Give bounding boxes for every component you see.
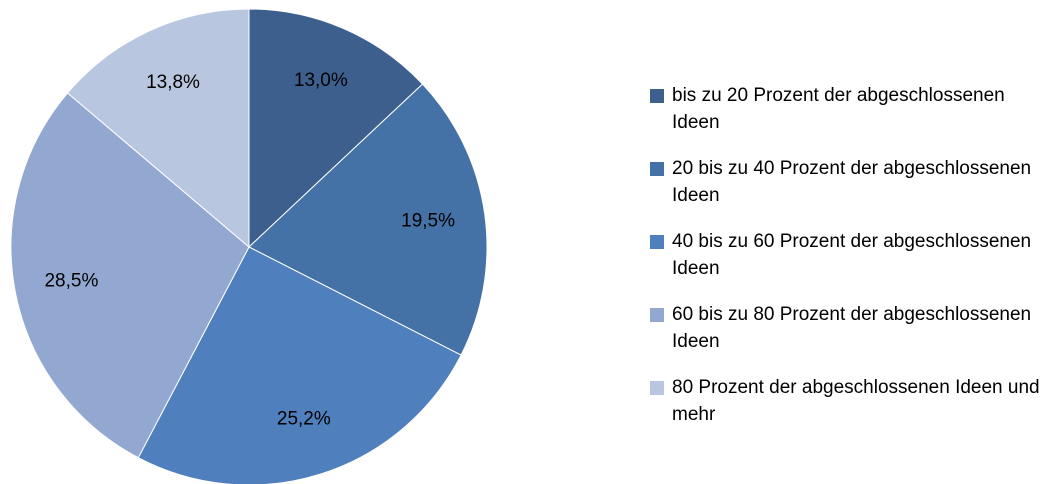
data-label: 13,8% bbox=[146, 72, 200, 93]
legend-item: 80 Prozent der abgeschlossenen Ideen und… bbox=[650, 374, 1044, 447]
legend-label: 20 bis zu 40 Prozent der abgeschlossenen… bbox=[672, 158, 1032, 206]
legend-swatch bbox=[650, 235, 664, 249]
legend-swatch bbox=[650, 381, 664, 395]
legend-label: 60 bis zu 80 Prozent der abgeschlossenen… bbox=[672, 304, 1032, 352]
legend-swatch bbox=[650, 162, 664, 176]
pie-slice bbox=[248, 8, 424, 249]
data-label: 19,5% bbox=[401, 211, 455, 232]
data-label: 13,0% bbox=[294, 70, 348, 91]
legend-item: 40 bis zu 60 Prozent der abgeschlossenen… bbox=[650, 228, 1044, 301]
pie-slice bbox=[248, 83, 488, 356]
legend-label: 40 bis zu 60 Prozent der abgeschlossenen… bbox=[672, 231, 1032, 279]
legend-item: bis zu 20 Prozent der abgeschlossenen Id… bbox=[650, 82, 1044, 155]
data-label: 25,2% bbox=[277, 408, 331, 429]
legend-item: 20 bis zu 40 Prozent der abgeschlossenen… bbox=[650, 155, 1044, 228]
pie-slice bbox=[10, 92, 250, 459]
pie-slice bbox=[137, 246, 462, 484]
legend-swatch bbox=[650, 89, 664, 103]
legend-swatch bbox=[650, 308, 664, 322]
data-label: 28,5% bbox=[44, 270, 98, 291]
pie-slice bbox=[66, 8, 250, 249]
legend-label: 80 Prozent der abgeschlossenen Ideen und… bbox=[672, 377, 1040, 425]
legend-item: 60 bis zu 80 Prozent der abgeschlossenen… bbox=[650, 301, 1044, 374]
legend: bis zu 20 Prozent der abgeschlossenen Id… bbox=[650, 82, 1045, 447]
pie-area: 13,0% 19,5% 25,2% 28,5% 13,8% bbox=[10, 8, 488, 484]
legend-label: bis zu 20 Prozent der abgeschlossenen Id… bbox=[672, 85, 1005, 133]
